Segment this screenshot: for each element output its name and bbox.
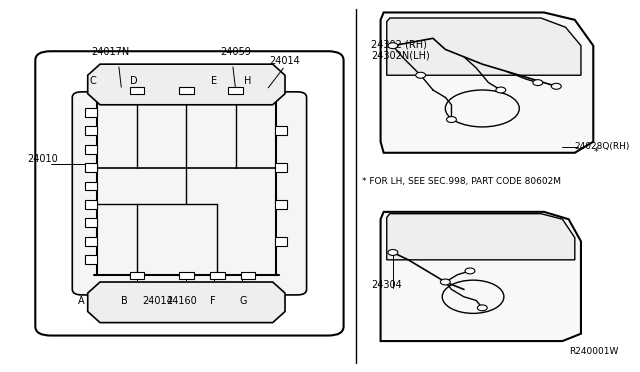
- Bar: [275, 237, 287, 246]
- Text: 24302N(LH): 24302N(LH): [371, 51, 430, 61]
- Bar: [228, 87, 243, 94]
- Polygon shape: [381, 212, 581, 341]
- Text: D: D: [130, 77, 138, 86]
- Circle shape: [388, 250, 398, 256]
- Text: *: *: [593, 147, 598, 157]
- Circle shape: [388, 43, 398, 49]
- Text: G: G: [240, 296, 248, 306]
- Bar: [84, 237, 97, 246]
- Circle shape: [416, 72, 426, 78]
- Bar: [241, 272, 255, 279]
- Polygon shape: [381, 13, 593, 153]
- Bar: [84, 200, 97, 209]
- Bar: [210, 272, 225, 279]
- Text: R240001W: R240001W: [568, 347, 618, 356]
- Text: 24014: 24014: [269, 56, 300, 66]
- Text: 24017N: 24017N: [91, 47, 129, 57]
- Bar: [84, 218, 97, 227]
- Text: A: A: [78, 296, 85, 306]
- Bar: [84, 126, 97, 135]
- Bar: [130, 87, 145, 94]
- Circle shape: [496, 87, 506, 93]
- Bar: [84, 108, 97, 116]
- Text: E: E: [211, 77, 217, 86]
- Bar: [275, 163, 287, 172]
- Bar: [84, 182, 97, 190]
- Text: 24160: 24160: [166, 296, 197, 306]
- Text: H: H: [244, 77, 252, 86]
- Bar: [84, 163, 97, 172]
- Text: * FOR LH, SEE SEC.998, PART CODE 80602M: * FOR LH, SEE SEC.998, PART CODE 80602M: [362, 177, 561, 186]
- FancyBboxPatch shape: [72, 92, 307, 295]
- Text: 24302 (RH): 24302 (RH): [371, 39, 428, 49]
- Text: F: F: [210, 296, 216, 306]
- Circle shape: [447, 116, 456, 122]
- Text: 24059: 24059: [220, 47, 251, 57]
- Circle shape: [465, 268, 475, 274]
- Bar: [84, 145, 97, 154]
- Circle shape: [533, 80, 543, 86]
- Polygon shape: [387, 18, 581, 75]
- Polygon shape: [88, 64, 285, 105]
- Circle shape: [477, 305, 487, 311]
- Polygon shape: [387, 214, 575, 260]
- Text: 24014: 24014: [142, 296, 173, 306]
- Text: B: B: [122, 296, 128, 306]
- Bar: [275, 200, 287, 209]
- Text: 24028Q(RH): 24028Q(RH): [575, 142, 630, 151]
- Bar: [179, 272, 194, 279]
- Bar: [130, 272, 145, 279]
- Circle shape: [552, 83, 561, 89]
- Circle shape: [440, 279, 451, 285]
- Text: 24010: 24010: [28, 154, 58, 164]
- Bar: [275, 126, 287, 135]
- Text: C: C: [89, 77, 96, 86]
- Polygon shape: [88, 282, 285, 323]
- Bar: [84, 256, 97, 264]
- Bar: [179, 87, 194, 94]
- Text: 24304: 24304: [371, 279, 402, 289]
